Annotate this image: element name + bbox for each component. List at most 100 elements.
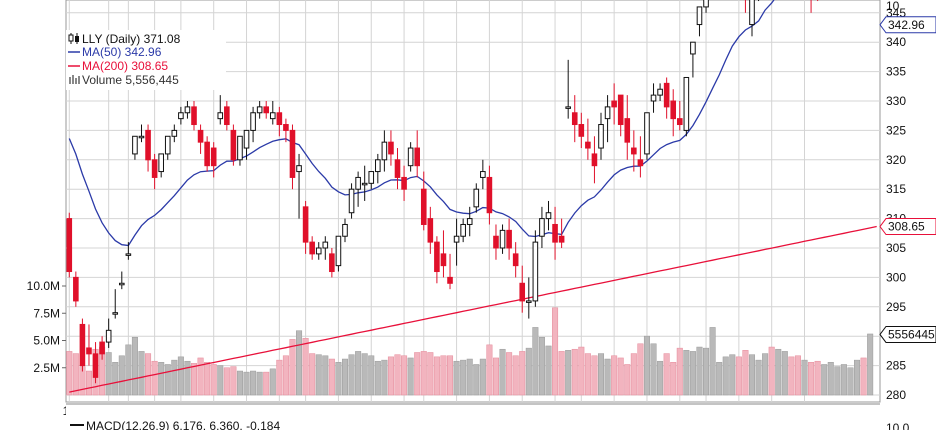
volume-bar (703, 347, 710, 396)
candle (335, 235, 342, 272)
volume-bar (296, 330, 303, 396)
candle-body (519, 282, 526, 302)
volume-bar (604, 358, 611, 396)
candle (558, 218, 565, 248)
volume-bar (525, 347, 532, 396)
candle (269, 101, 276, 125)
volume-bar (125, 344, 132, 396)
candle (138, 124, 145, 143)
candle-body (545, 212, 552, 220)
volume-bar (512, 355, 519, 396)
volume-bar (637, 343, 644, 396)
price-candles (66, 0, 819, 384)
volume-bar (269, 368, 276, 396)
candle (92, 342, 99, 384)
moving-averages (68, 0, 877, 393)
volume-bar (381, 359, 388, 396)
candle-body (420, 188, 427, 225)
candle (388, 130, 394, 166)
candle (565, 59, 571, 119)
chart-legend: LLY (Daily) 371.08 MA(50) 342.96 MA(200)… (66, 30, 226, 90)
candle (499, 224, 506, 254)
volume-bar (473, 364, 480, 396)
candle-body (480, 171, 486, 178)
candle (322, 236, 329, 260)
volume-bar (145, 353, 152, 396)
candle (650, 83, 657, 113)
candle-body (99, 341, 105, 355)
candle-body (683, 76, 690, 131)
candle (420, 171, 427, 231)
volume-bar (617, 357, 624, 396)
candle-body (250, 112, 256, 131)
volume-bar (460, 359, 467, 396)
price-tick-label: 340 (886, 35, 906, 49)
volume-bar (322, 355, 329, 396)
candle-body (283, 124, 289, 131)
candle (119, 271, 125, 290)
volume-bar (814, 360, 821, 396)
candle-body (571, 112, 578, 126)
candle-body (237, 135, 243, 161)
candle (696, 6, 703, 37)
candle (237, 135, 243, 166)
candle (204, 136, 210, 172)
volume-bar (650, 343, 657, 396)
candle (427, 206, 434, 254)
candle-body (164, 135, 171, 155)
candle-body (263, 106, 270, 114)
candle-body (197, 129, 204, 143)
candle-body (453, 235, 460, 243)
candle (460, 218, 466, 243)
candle (302, 200, 309, 254)
volume-bar (177, 356, 184, 396)
volume-tick-label: 7.5M (33, 306, 60, 320)
candle-body (73, 276, 79, 302)
volume-bar (230, 366, 237, 396)
candle-body (329, 253, 335, 273)
candle-body (486, 176, 493, 214)
candle (493, 224, 499, 260)
volume-bar (85, 370, 92, 396)
candle-body (315, 247, 322, 255)
candle (512, 242, 519, 278)
candle-body (401, 176, 407, 190)
candle-body (112, 312, 119, 315)
volume-bar (210, 364, 217, 396)
candle-body (591, 153, 598, 167)
candle-body (296, 165, 302, 173)
candle-body (578, 124, 585, 137)
candle-body (335, 235, 342, 267)
candle (617, 94, 624, 137)
candle-body (526, 300, 532, 303)
candle (145, 124, 151, 172)
volume-bar (171, 359, 178, 396)
candle (591, 136, 598, 184)
volume-bar (670, 362, 677, 396)
volume-bar (834, 366, 841, 396)
volume-bar (748, 354, 755, 396)
volume-bar (532, 327, 539, 396)
candle (112, 289, 119, 319)
volume-bar (335, 362, 342, 396)
candle (125, 242, 132, 260)
price-tick-label: 10 (886, 0, 900, 13)
volume-bar (341, 358, 348, 396)
volume-bar (840, 364, 847, 396)
price-tag-label: 5556445 (888, 327, 935, 341)
candle (296, 153, 302, 219)
candle (73, 271, 79, 307)
candle-body (302, 206, 309, 243)
price-tick-label: 320 (886, 153, 906, 167)
candle (105, 318, 112, 348)
ma200-line (69, 225, 877, 393)
volume-bar (112, 362, 119, 396)
price-tick-label: 325 (886, 123, 906, 137)
candle-legend-icon (68, 33, 79, 44)
candle-body (256, 106, 263, 114)
legend-ma50: MA(50) 342.96 (82, 45, 162, 59)
candle-body (184, 106, 191, 114)
volume-bar (689, 351, 696, 396)
candle-body (105, 329, 112, 343)
candle (506, 218, 512, 260)
